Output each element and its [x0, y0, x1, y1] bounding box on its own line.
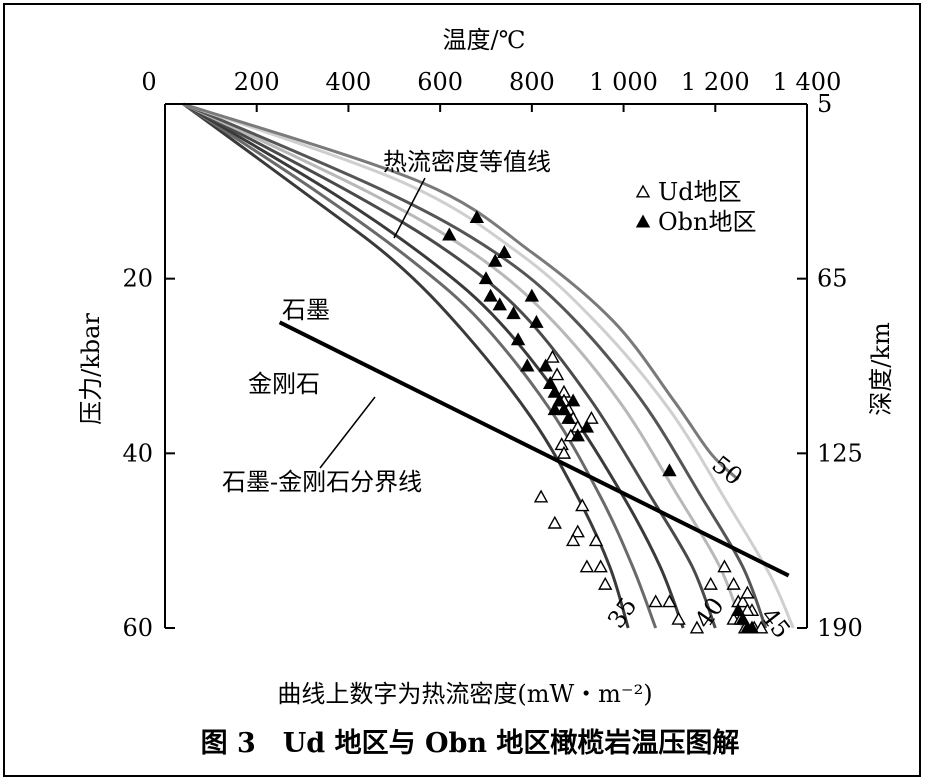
y-left-tick-label: 60 [122, 614, 153, 642]
ud-data-point [753, 620, 769, 634]
obn-data-point [529, 314, 544, 328]
x-tick-label: 200 [234, 68, 280, 96]
graphite-diamond-boundary-line [278, 320, 790, 578]
legend-obn-marker [635, 214, 651, 228]
geotherm-curve [182, 102, 795, 629]
obn-data-point [538, 358, 553, 372]
figure-caption: 图 3 Ud 地区与 Obn 地区橄榄岩温压图解 [201, 728, 740, 759]
ud-data-point [717, 559, 732, 573]
obn-data-point [552, 393, 567, 407]
y-left-tick-label: 40 [122, 439, 153, 467]
obn-data-point [547, 402, 562, 416]
obn-data-point [483, 288, 498, 302]
ud-data-point [703, 576, 718, 590]
obn-data-point [497, 245, 512, 258]
ud-data-point [588, 533, 604, 547]
x-tick-label: 800 [509, 68, 555, 96]
ud-data-point [662, 594, 677, 608]
ud-data-point [545, 349, 560, 363]
ud-data-point [740, 585, 755, 599]
obn-data-point [487, 253, 503, 267]
obn-data-point [556, 402, 572, 416]
obn-data-point [547, 384, 562, 398]
geotherm-curve [182, 102, 685, 629]
ud-data-point [689, 620, 705, 634]
obn-data-point [570, 428, 585, 442]
y-right-tick-label: 5 [817, 90, 832, 118]
left-axis-label: 压力/kbar [77, 313, 105, 425]
y-left-tick-label: 20 [122, 265, 153, 293]
obn-data-point [565, 393, 581, 407]
legend-obn-label: Obn地区 [658, 208, 757, 236]
obn-data-point [735, 611, 750, 625]
ud-data-point [671, 611, 686, 625]
ud-data-point [565, 533, 581, 547]
geotherm-label: 35 [602, 592, 642, 633]
x-tick-label: 1 200 [681, 68, 750, 96]
ud-data-point [593, 559, 608, 573]
ud-data-point [598, 576, 613, 590]
graphite-field-label: 石墨 [282, 296, 330, 324]
ud-data-point [533, 489, 549, 503]
y-right-tick-label: 190 [817, 614, 863, 642]
diamond-field-label: 金刚石 [248, 370, 320, 398]
obn-data-point [543, 376, 558, 389]
ud-data-point [735, 594, 750, 608]
x-tick-label: 1 400 [773, 68, 842, 96]
geotherm-curve [182, 102, 658, 629]
obn-data-point [744, 620, 760, 634]
ud-data-point [648, 594, 663, 608]
obn-data-point [579, 419, 595, 433]
y-right-tick-label: 125 [817, 439, 863, 467]
xaxis-note: 曲线上数字为热流密度(mW・m⁻²) [277, 680, 652, 708]
geotherm-leader-line [393, 177, 426, 239]
geotherm-curve [182, 102, 745, 629]
obn-data-point [492, 297, 507, 311]
obn-data-point [524, 288, 540, 302]
ud-data-point [547, 515, 562, 529]
x-tick-label: 400 [326, 68, 372, 96]
geotherm-curve [182, 102, 740, 481]
obn-data-point [510, 332, 526, 346]
obn-data-point [520, 358, 535, 372]
obn-data-point [478, 271, 494, 285]
geotherm-curve [182, 102, 717, 629]
ud-data-point [554, 437, 569, 451]
x-tick-label: 600 [417, 68, 463, 96]
obn-data-point [442, 227, 457, 241]
obn-data-point [731, 603, 746, 617]
ud-data-point [584, 410, 599, 424]
boundary-leader-line [319, 396, 376, 469]
right-axis-label: 深度/km [867, 322, 895, 416]
obn-data-point [662, 463, 677, 477]
obn-data-point [561, 410, 576, 424]
y-right-tick-label: 65 [817, 265, 848, 293]
geotherm-annotation: 热流密度等值线 [383, 148, 551, 176]
ud-data-point [740, 603, 755, 617]
ud-data-point [570, 524, 585, 538]
x-tick-label: 1 000 [589, 68, 658, 96]
ud-data-point [575, 498, 590, 512]
x-tick-label: 0 [141, 68, 156, 96]
obn-data-point [506, 306, 521, 320]
legend-ud-label: Ud地区 [658, 178, 742, 206]
ud-data-point [549, 367, 565, 381]
legend-ud-marker [635, 184, 651, 198]
boundary-annotation: 石墨-金刚石分界线 [222, 468, 422, 496]
ud-data-point [556, 445, 572, 459]
ud-data-point [726, 576, 741, 590]
ud-data-point [579, 559, 595, 573]
top-axis-label: 温度/℃ [443, 26, 526, 54]
obn-data-point [469, 210, 485, 224]
